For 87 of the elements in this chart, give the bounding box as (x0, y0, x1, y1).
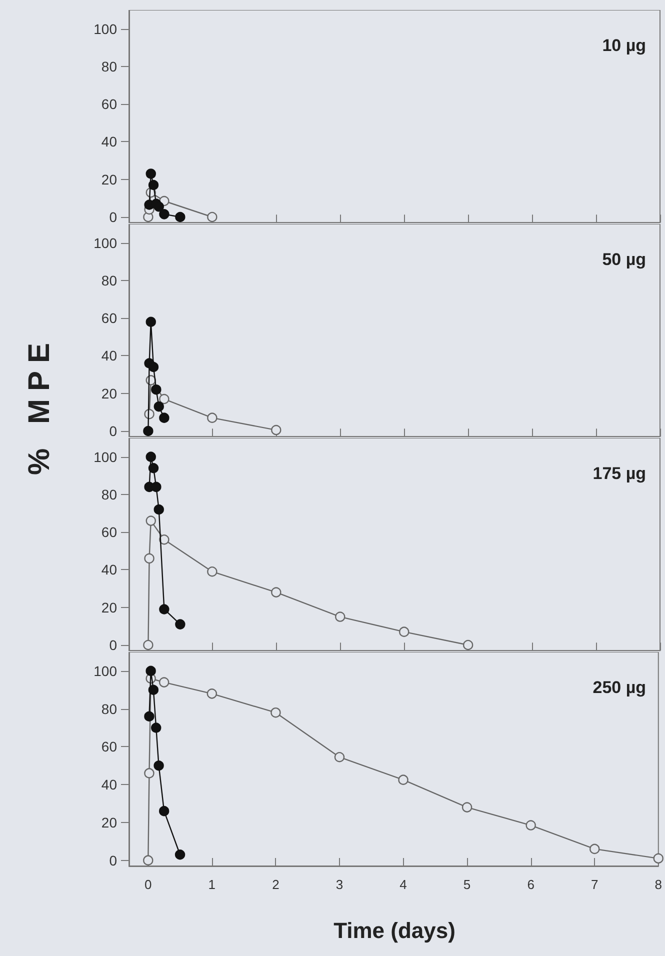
point (143, 426, 154, 436)
point (143, 640, 154, 650)
point (148, 463, 159, 474)
point (174, 850, 186, 860)
y-tick-label: 60 (101, 738, 118, 755)
point (175, 212, 186, 222)
point (207, 412, 218, 423)
point (335, 612, 346, 622)
point (159, 394, 170, 404)
y-tick-label: 80 (101, 58, 118, 74)
point (159, 209, 170, 220)
text: 250 µg (592, 678, 646, 697)
x-tick-label: 6 (527, 877, 534, 892)
text: 175 µg (592, 464, 646, 483)
point (154, 401, 164, 412)
point (143, 855, 154, 866)
point (334, 752, 345, 762)
y-tick-label: 20 (101, 599, 118, 616)
point (271, 424, 282, 436)
y-tick-label: 80 (101, 486, 118, 502)
point (146, 168, 156, 179)
y-tick-label: 80 (101, 700, 118, 717)
point (159, 412, 170, 423)
y-tick-label: 100 (94, 234, 118, 251)
point (144, 768, 154, 778)
point (146, 452, 156, 462)
y-tick-label: 100 (94, 662, 118, 679)
point (146, 666, 156, 676)
point (151, 722, 162, 733)
point (462, 802, 472, 812)
y-tick-label: 60 (101, 310, 118, 326)
y-tick-label: 0 (109, 852, 118, 868)
y-tick-label: 20 (101, 171, 118, 188)
point (151, 482, 162, 492)
y-tick-label: 100 (94, 20, 118, 37)
x-tick-label: 2 (272, 877, 280, 892)
point (526, 820, 536, 830)
point (207, 212, 218, 222)
point (159, 534, 170, 545)
y-tick-label: 0 (109, 637, 118, 653)
point (148, 684, 159, 695)
point (206, 688, 218, 699)
y-tick-label: 60 (101, 96, 118, 112)
point (148, 180, 159, 190)
y-tick-label: 40 (101, 134, 118, 150)
point (653, 853, 664, 864)
point (144, 711, 154, 722)
y-tick-label: 40 (101, 562, 118, 578)
point (399, 626, 410, 637)
point (146, 516, 156, 526)
y-tick-label: 0 (109, 423, 118, 439)
y-tick-label: 0 (109, 209, 118, 225)
y-tick-label: 20 (101, 814, 118, 830)
point (175, 619, 186, 630)
point (590, 844, 600, 854)
point (154, 202, 164, 212)
x-axis-title: Time (days) (332, 918, 456, 944)
point (271, 587, 282, 598)
point (144, 553, 154, 564)
text: 50 µg (602, 250, 646, 269)
x-tick-label: 3 (336, 877, 344, 892)
y-axis-title: % MPE (23, 334, 57, 475)
y-tick-label: 80 (101, 272, 118, 288)
x-tick-label: 8 (654, 877, 662, 892)
y-tick-label: 100 (94, 448, 118, 465)
point (146, 316, 156, 327)
text: 10 µg (602, 36, 646, 55)
point (398, 774, 408, 785)
point (158, 806, 170, 816)
y-tick-label: 40 (101, 776, 118, 793)
point (159, 604, 170, 614)
x-tick-label: 4 (400, 877, 407, 892)
point (462, 640, 474, 650)
point (148, 362, 159, 372)
point (151, 384, 162, 395)
point (270, 708, 281, 718)
x-tick-label: 1 (208, 877, 216, 892)
point (154, 760, 164, 771)
point (207, 566, 218, 577)
x-tick-label: 0 (144, 877, 152, 892)
x-tick-label: 7 (590, 877, 598, 892)
point (154, 504, 164, 515)
x-tick-label: 5 (463, 877, 471, 892)
y-tick-label: 20 (101, 385, 118, 402)
point (158, 677, 170, 688)
y-tick-label: 40 (101, 348, 118, 364)
y-tick-label: 60 (101, 524, 118, 540)
